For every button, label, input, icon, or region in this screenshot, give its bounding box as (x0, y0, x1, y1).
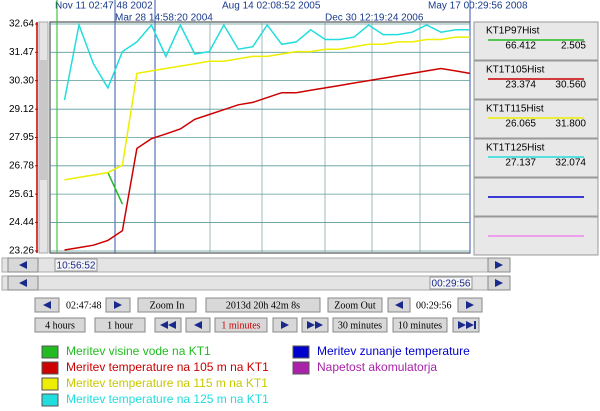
time-label: Aug 14 02:08:52 2005 (222, 1, 321, 12)
arrow-icon (315, 321, 323, 329)
legend-label: Meritev temperature na 115 m na KT1 (66, 376, 268, 390)
legend-swatch[interactable] (292, 361, 310, 375)
control-button[interactable] (392, 317, 448, 333)
y-tick-label: 29.12 (9, 104, 34, 115)
y-tick-label: 30.30 (9, 75, 34, 86)
panel-min: 23.374 (505, 80, 536, 91)
series-line (64, 36, 470, 181)
button-label: 1 minutes (221, 320, 260, 331)
arrow-icon (194, 321, 202, 329)
control-button[interactable] (332, 317, 388, 333)
arrow-icon (307, 321, 315, 329)
y-tick-label: 26.78 (9, 160, 34, 171)
arrow-icon (466, 301, 474, 309)
arrow-icon (43, 301, 51, 309)
cursor-label: 10:56:52 (57, 261, 96, 272)
arrow-icon (458, 321, 466, 329)
arrow-icon (395, 301, 403, 309)
y-tick-label: 32.64 (9, 19, 34, 30)
control-button[interactable] (214, 317, 268, 333)
legend-swatch[interactable] (41, 361, 59, 375)
v-scroll-thumb (40, 60, 47, 180)
arrow-icon (495, 261, 503, 269)
legend-swatch[interactable] (41, 345, 59, 359)
button-label: Zoom In (150, 300, 185, 311)
legend-panel[interactable] (473, 99, 599, 139)
arrow-icon (160, 321, 168, 329)
legend-label: Napetost akomulatorja (317, 360, 437, 374)
panel-max: 31.800 (555, 119, 586, 130)
button-label: 30 minutes (338, 320, 382, 331)
panel-title: KT1T115Hist (486, 104, 544, 115)
time-label: Nov 11 02:47:48 2002 (55, 1, 153, 12)
y-tick-label: 31.47 (9, 47, 34, 58)
y-tick-label: 27.95 (9, 132, 34, 143)
arrow-icon (114, 301, 122, 309)
arrow-icon (19, 261, 27, 269)
legend-swatch[interactable] (41, 377, 59, 391)
button-label: 2013d 20h 42m 8s (226, 300, 300, 311)
control-button[interactable] (137, 297, 197, 313)
panel-max: 32.074 (555, 158, 586, 169)
legend-label: Meritev visine vode na KT1 (66, 344, 211, 358)
end-time: 00:29:56 (416, 300, 452, 311)
control-button[interactable] (94, 317, 146, 333)
legend-label: Meritev zunanje temperature (317, 344, 470, 358)
legend-label: Meritev temperature na 105 m na KT1 (66, 360, 269, 374)
start-time: 02:47:48 (66, 300, 102, 311)
time-label: Dec 30 12:19:24 2006 (325, 13, 424, 24)
time-label: May 17 00:29:56 2008 (428, 1, 528, 12)
y-tick-label: 25.61 (9, 189, 34, 200)
arrow-icon (19, 279, 27, 287)
legend-panel[interactable] (473, 60, 599, 100)
button-label: 10 minutes (398, 320, 442, 331)
panel-min: 26.065 (505, 119, 536, 130)
series-line (64, 67, 471, 251)
arrow-icon (168, 321, 176, 329)
control-button[interactable] (205, 297, 321, 313)
cursor-label: 00:29:56 (432, 279, 471, 290)
legend-swatch[interactable] (292, 345, 310, 359)
y-tick-label: 24.44 (9, 217, 34, 228)
arrow-icon (495, 279, 503, 287)
panel-title: KT1T105Hist (486, 65, 545, 76)
panel-title: KT1T125Hist (486, 143, 545, 154)
control-button[interactable] (34, 317, 86, 333)
series-line (107, 172, 124, 205)
arrow-icon (281, 321, 289, 329)
panel-title: KT1P97Hist (486, 26, 540, 37)
control-button[interactable] (327, 297, 383, 313)
panel-min: 66.412 (505, 41, 536, 52)
arrow-icon (466, 321, 474, 329)
panel-max: 30.560 (555, 80, 586, 91)
button-label: 1 hour (107, 320, 134, 331)
legend-panel[interactable] (473, 138, 599, 178)
legend-label: Meritev temperature na 125 m na KT1 (66, 392, 269, 406)
button-label: 4 hours (45, 320, 75, 331)
panel-min: 27.137 (505, 158, 536, 169)
legend-swatch[interactable] (41, 393, 59, 407)
button-label: Zoom Out (334, 300, 376, 311)
cursor-box[interactable] (54, 258, 98, 272)
cursor-box[interactable] (429, 276, 473, 290)
series-line (63, 22, 470, 101)
legend-panel[interactable] (473, 21, 599, 61)
panel-max: 2.505 (561, 41, 586, 52)
y-tick-label: 23.26 (9, 246, 34, 257)
time-label: Mar 28 14:58:20 2004 (115, 13, 213, 24)
